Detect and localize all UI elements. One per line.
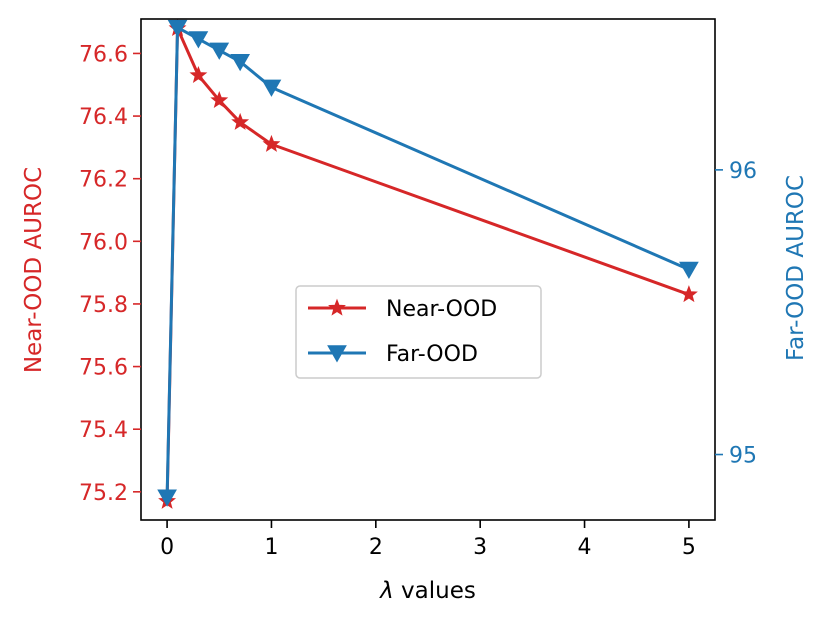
legend-label-far-ood: Far-OOD <box>386 342 478 367</box>
legend-entry-near-ood: Near-OOD <box>308 297 497 322</box>
data-point-near-ood <box>189 65 208 83</box>
x-tick-label: 1 <box>264 535 278 560</box>
y-right-tick-label: 96 <box>729 159 757 184</box>
data-point-far-ood <box>209 42 230 60</box>
y-left-tick-label: 76.2 <box>79 168 128 193</box>
legend-triangle-marker <box>327 345 347 363</box>
data-point-far-ood <box>261 79 282 97</box>
data-point-far-ood <box>679 261 699 280</box>
data-point-far-ood <box>188 31 209 49</box>
y-right-tick-label: 95 <box>729 444 757 469</box>
y-left-tick-label: 75.8 <box>79 293 128 318</box>
x-tick-label: 2 <box>369 535 383 560</box>
legend-star-marker <box>328 298 346 316</box>
y-left-tick-label: 75.4 <box>79 418 128 443</box>
data-point-far-ood <box>230 53 251 72</box>
x-axis-label: λ values <box>378 578 476 604</box>
y-left-tick-label: 75.2 <box>79 481 128 506</box>
data-point-near-ood <box>210 91 229 109</box>
y-axis-left-label: Near-OOD AUROC <box>21 167 47 373</box>
y-left-tick-label: 76.6 <box>79 42 128 67</box>
legend-label-near-ood: Near-OOD <box>386 297 497 322</box>
x-tick-label: 0 <box>160 535 174 560</box>
data-point-far-ood <box>167 19 188 38</box>
y-axis-right-label: Far-OOD AUROC <box>783 175 809 361</box>
legend: Near-OOD Far-OOD <box>295 285 542 379</box>
legend-entry-far-ood: Far-OOD <box>308 342 478 367</box>
x-tick-label: 5 <box>682 535 696 560</box>
data-point-near-ood <box>262 134 281 152</box>
y-left-tick-label: 75.6 <box>79 356 128 381</box>
x-tick-label: 3 <box>473 535 487 560</box>
data-point-near-ood <box>679 285 698 303</box>
y-left-tick-label: 76.4 <box>79 105 128 130</box>
x-tick-label: 4 <box>578 535 592 560</box>
axes-layer: 0 1 2 3 4 5 75.2 75.4 75.6 75.8 76.0 76.2 76.4 76.6 95… <box>79 42 757 560</box>
plot-frame <box>140 18 716 521</box>
series-layer <box>157 18 699 509</box>
data-point-far-ood <box>157 489 177 507</box>
y-left-tick-label: 76.0 <box>79 230 128 255</box>
data-point-near-ood <box>231 112 250 130</box>
